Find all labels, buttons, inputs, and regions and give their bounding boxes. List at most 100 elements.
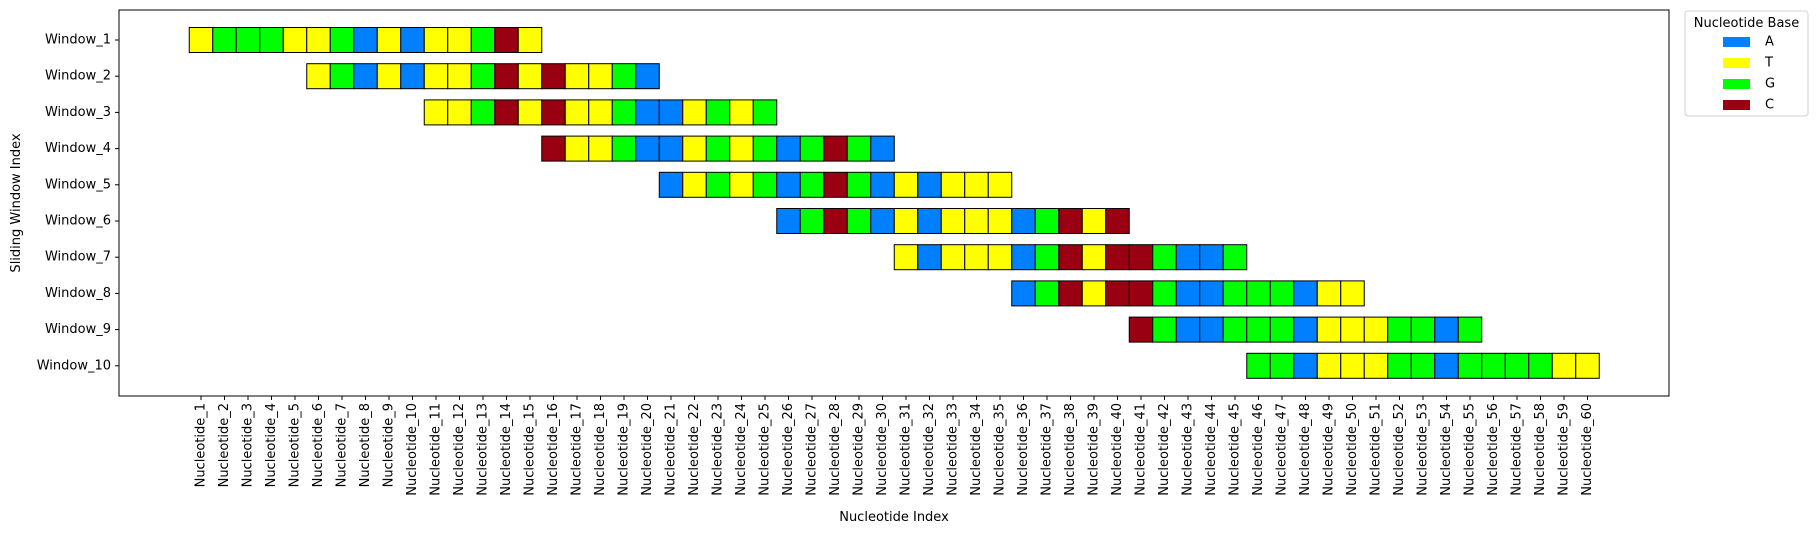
cell-window_6-36 — [1011, 208, 1036, 234]
cell-window_1-5 — [282, 27, 308, 53]
legend-swatch-t — [1723, 58, 1750, 68]
cell-window_10-57 — [1504, 352, 1530, 379]
x-tick-label: Nucleotide_30 — [875, 403, 890, 496]
x-tick-label: Nucleotide_43 — [1181, 403, 1196, 496]
x-tick-label: Nucleotide_12 — [452, 403, 467, 496]
cell-window_3-13 — [470, 99, 496, 126]
x-tick-label: Nucleotide_34 — [969, 403, 984, 496]
cell-window_3-11 — [423, 99, 449, 126]
x-tick-label: Nucleotide_15 — [523, 403, 538, 496]
cell-window_10-60 — [1575, 352, 1600, 379]
cell-window_6-37 — [1034, 208, 1060, 234]
y-tick-label: Window_7 — [45, 250, 111, 265]
x-tick-label: Nucleotide_33 — [946, 403, 961, 496]
cell-window_1-10 — [400, 27, 425, 53]
x-tick-label: Nucleotide_49 — [1322, 403, 1337, 496]
y-tick-label: Window_9 — [45, 322, 111, 337]
cell-window_6-35 — [987, 208, 1013, 234]
y-axis-ticks: Window_1 Window_2 Window_3 Window_4 Window_5… — [37, 33, 119, 373]
x-tick-label: Nucleotide_32 — [922, 403, 937, 496]
x-tick-label: Nucleotide_38 — [1063, 403, 1078, 496]
cell-window_3-24 — [729, 99, 754, 126]
x-tick-label: Nucleotide_19 — [617, 403, 632, 496]
x-tick-label: Nucleotide_3 — [241, 403, 256, 487]
cell-window_8-37 — [1034, 280, 1060, 307]
cell-window_8-46 — [1246, 280, 1271, 307]
cell-window_10-55 — [1457, 352, 1483, 379]
cell-window_9-48 — [1293, 316, 1318, 343]
cell-window_10-52 — [1387, 352, 1412, 379]
cell-window_2-15 — [517, 63, 543, 90]
cell-window_6-30 — [870, 208, 895, 234]
cell-window_8-45 — [1222, 280, 1248, 307]
legend-swatch-a — [1723, 37, 1750, 47]
x-tick-label: Nucleotide_25 — [758, 403, 773, 496]
cell-window_9-42 — [1152, 316, 1177, 343]
x-tick-label: Nucleotide_50 — [1345, 403, 1360, 496]
x-tick-label: Nucleotide_31 — [899, 403, 914, 496]
cell-window_10-49 — [1316, 352, 1342, 379]
cell-window_7-44 — [1199, 244, 1224, 271]
cell-window_10-47 — [1269, 352, 1295, 379]
cell-window_9-50 — [1340, 316, 1365, 343]
cell-window_10-58 — [1528, 352, 1553, 379]
cell-window_9-45 — [1222, 316, 1248, 343]
cell-window_4-18 — [588, 135, 613, 162]
cell-window_1-8 — [353, 27, 378, 53]
cell-window_8-39 — [1081, 280, 1107, 307]
x-tick-label: Nucleotide_35 — [993, 403, 1008, 496]
y-tick-label: Window_6 — [45, 214, 111, 229]
cell-window_4-30 — [870, 135, 895, 162]
cell-window_2-10 — [400, 63, 425, 90]
cell-window_9-51 — [1363, 316, 1389, 343]
cell-window_5-31 — [893, 171, 919, 198]
x-tick-label: Nucleotide_6 — [311, 403, 326, 487]
x-tick-label: Nucleotide_18 — [593, 403, 608, 496]
x-tick-label: Nucleotide_22 — [687, 403, 702, 496]
x-tick-label: Nucleotide_24 — [734, 403, 749, 496]
x-tick-label: Nucleotide_37 — [1040, 403, 1055, 496]
cell-window_9-43 — [1175, 316, 1201, 343]
cell-window_5-26 — [776, 171, 801, 198]
x-tick-label: Nucleotide_5 — [288, 403, 303, 487]
cell-window_2-12 — [447, 63, 472, 90]
x-tick-label: Nucleotide_48 — [1298, 403, 1313, 496]
cell-window_4-24 — [729, 135, 754, 162]
cell-window_4-21 — [658, 135, 684, 162]
x-tick-label: Nucleotide_10 — [405, 403, 420, 496]
cell-window_4-16 — [541, 135, 566, 162]
cell-window_2-19 — [611, 63, 637, 90]
plot-frame — [118, 9, 1670, 397]
cell-window_7-37 — [1034, 244, 1060, 271]
x-tick-label: Nucleotide_44 — [1204, 403, 1219, 496]
y-tick-label: Window_4 — [45, 141, 111, 156]
cell-window_7-42 — [1152, 244, 1177, 271]
cell-window_2-20 — [635, 63, 660, 90]
x-tick-label: Nucleotide_55 — [1463, 403, 1478, 496]
x-tick-label: Nucleotide_4 — [264, 403, 279, 487]
cell-window_3-23 — [705, 99, 731, 126]
cell-window_1-11 — [423, 27, 449, 53]
cell-window_1-2 — [212, 27, 237, 53]
x-tick-label: Nucleotide_60 — [1580, 403, 1595, 496]
x-tick-label: Nucleotide_39 — [1087, 403, 1102, 496]
cell-window_9-41 — [1128, 316, 1154, 343]
cell-window_8-36 — [1011, 280, 1036, 307]
x-tick-label: Nucleotide_54 — [1439, 403, 1454, 496]
cell-window_10-46 — [1246, 352, 1271, 379]
x-tick-label: Nucleotide_27 — [805, 403, 820, 496]
cell-window_3-20 — [635, 99, 660, 126]
cell-window_4-25 — [752, 135, 778, 162]
cell-window_4-28 — [823, 135, 848, 162]
x-tick-label: Nucleotide_29 — [852, 403, 867, 496]
legend-swatch-g — [1723, 79, 1750, 89]
x-tick-label: Nucleotide_20 — [640, 403, 655, 496]
cell-window_6-39 — [1081, 208, 1107, 234]
cell-window_5-23 — [705, 171, 731, 198]
legend-title: Nucleotide Base — [1694, 16, 1799, 31]
cell-window_5-30 — [870, 171, 895, 198]
y-axis-title: Sliding Window Index — [9, 133, 24, 272]
cell-window_6-26 — [776, 208, 801, 234]
